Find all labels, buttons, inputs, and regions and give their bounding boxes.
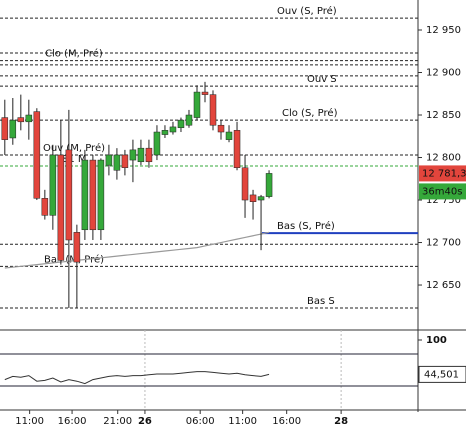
candle-body [41,198,49,216]
y-tick-label: 12 650 [426,280,461,291]
candle-body [17,117,25,123]
x-tick-label: 11:00 [15,416,44,427]
level-label: Ouv (M, Pré) [43,142,105,154]
level-label: Ouv (S, Pré) [277,5,337,17]
y-tick-label: 12 700 [426,238,461,249]
candle-body [225,131,233,140]
x-tick-label: 16:00 [58,416,87,427]
candle-body [169,126,177,133]
candle-body [145,147,153,163]
level-label: 81 M [62,154,87,165]
candle-body [161,130,169,135]
level-label: Bas S [307,296,335,307]
level-label: Clo (M, Pré) [45,48,103,60]
level-label: Bas (S, Pré) [277,220,335,232]
candle-body [209,94,217,126]
candle-body [249,194,257,202]
candle-body [89,159,97,231]
candle-body [265,173,273,197]
candle-body [121,154,129,168]
candle-body [137,147,145,163]
moving-average [4,231,270,269]
candle-body [217,124,225,133]
candle-body [113,154,121,171]
countdown: 36m40s [422,186,462,197]
candle-body [153,131,161,156]
osc-value-label: 44,501 [424,369,459,380]
y-tick-label: 12 900 [426,68,461,79]
candle-body [9,119,17,139]
candle-body [185,114,193,126]
y-tick-label: 12 750 [426,195,461,206]
candle-body [105,154,113,166]
candle-body [233,130,241,168]
candle-body [257,196,265,201]
candle-body [65,149,73,241]
y-tick-label: 12 850 [426,110,461,121]
price-label: 12 781,3 [422,168,466,179]
candle-body [33,111,41,199]
level-label: Clo (S, Pré) [282,107,338,119]
candle-body [81,159,89,231]
x-tick-label: 26 [138,416,152,427]
countdown-box [419,183,466,200]
candle-body [241,167,249,201]
level-label: Ouv S [307,74,337,85]
y-tick-label: 12 950 [426,25,461,36]
y-tick-label: 100 [426,335,447,346]
candle-body [25,114,33,123]
osc-value-box [418,365,466,383]
y-tick-label: 12 800 [426,153,461,164]
candle-body [73,232,81,263]
x-tick-label: 16:00 [272,416,301,427]
x-tick-label: 28 [334,416,348,427]
x-tick-label: 06:00 [186,416,215,427]
x-tick-label: 21:00 [103,416,132,427]
candle-body [201,91,209,95]
candle-body [193,91,201,118]
candle-body [97,159,105,231]
x-tick-label: 11:00 [228,416,257,427]
oscillator-line [4,371,270,385]
candle-body [57,154,65,261]
candle-body [49,154,57,216]
candle-body [129,149,137,161]
candle-body [177,119,185,129]
price-box [419,165,466,182]
candle-body [1,117,9,140]
